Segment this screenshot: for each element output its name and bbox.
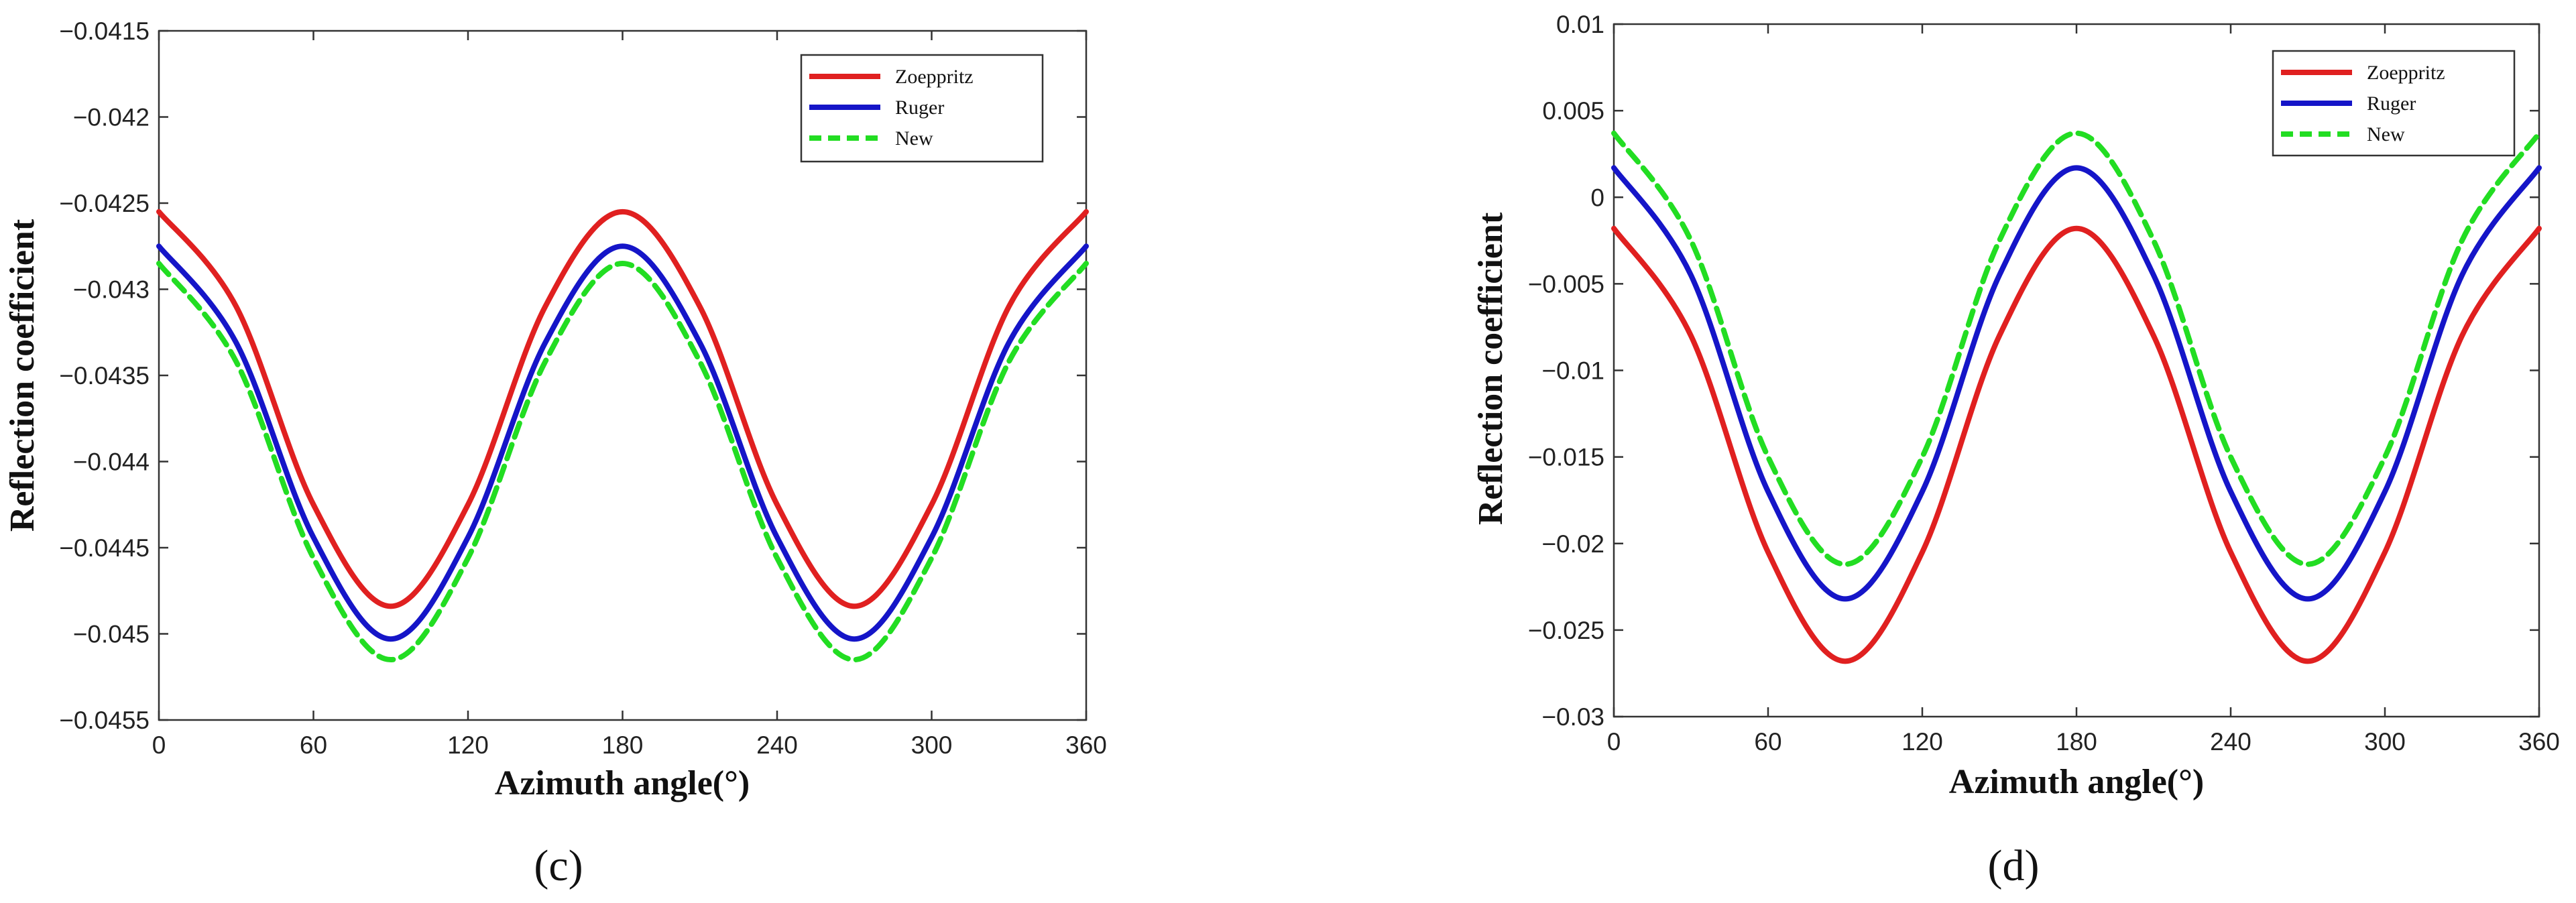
x-axis: 0 60 120 180 240 300 360 bbox=[1607, 24, 2560, 756]
chart-panel-d: −0.03−0.025−0.02−0.015−0.01−0.00500.0050… bbox=[1472, 11, 2560, 890]
y-tick-label: −0.0435 bbox=[59, 362, 150, 389]
panel-label: (d) bbox=[1988, 841, 2040, 890]
x-tick-label: 240 bbox=[2210, 728, 2251, 756]
x-axis-title: Azimuth angle(°) bbox=[495, 764, 750, 802]
y-tick-label: −0.0445 bbox=[59, 534, 150, 562]
x-tick-label: 120 bbox=[1901, 728, 1943, 756]
y-tick-label: −0.045 bbox=[73, 621, 150, 648]
series-group bbox=[1611, 130, 2542, 664]
x-tick-label: 240 bbox=[756, 731, 798, 759]
legend-box bbox=[800, 54, 1044, 163]
legend-label-new: New bbox=[895, 127, 933, 149]
x-tick-label: 0 bbox=[1607, 728, 1621, 756]
series-group bbox=[156, 208, 1089, 663]
y-tick-label: −0.043 bbox=[73, 276, 150, 304]
x-tick-label: 60 bbox=[1754, 728, 1781, 756]
y-axis: −0.03 −0.025 −0.02 −0.015 −0.01 −0.005 0 0.005 0… bbox=[1528, 11, 2539, 731]
y-tick-label: −0.03 bbox=[1541, 703, 1604, 731]
y-tick-label: −0.005 bbox=[1528, 270, 1604, 298]
x-axis: 0 60 120 180 240 300 360 bbox=[152, 31, 1107, 759]
y-tick-label: 0 bbox=[1590, 184, 1604, 211]
y-tick-label: −0.025 bbox=[1528, 617, 1604, 644]
legend-box bbox=[2272, 50, 2516, 157]
series-line-new bbox=[1611, 130, 2542, 567]
series-line-zoeppritz bbox=[1611, 225, 2542, 664]
y-tick-label: −0.0415 bbox=[59, 17, 150, 45]
y-axis: −0.0455 −0.045 −0.0445 −0.044 −0.0435 −0.043 −… bbox=[59, 17, 1086, 734]
x-tick-label: 0 bbox=[152, 731, 166, 759]
x-tick-label: 360 bbox=[2518, 728, 2560, 756]
series-line-new bbox=[156, 260, 1089, 663]
legend: Zoeppritz Ruger New bbox=[800, 54, 1044, 163]
x-axis-title: Azimuth angle(°) bbox=[1949, 763, 2204, 801]
legend-label-zoeppritz: Zoeppritz bbox=[2367, 62, 2445, 84]
y-tick-label: −0.0425 bbox=[59, 190, 150, 217]
x-tick-label: 300 bbox=[911, 731, 953, 759]
series-line-ruger bbox=[156, 243, 1089, 642]
chart-panel-c: −0.0455 −0.045 −0.0445 −0.044 −0.0435 −0.043 −… bbox=[3, 17, 1107, 890]
x-tick-label: 60 bbox=[300, 731, 327, 759]
legend-label-ruger: Ruger bbox=[2367, 93, 2416, 115]
y-tick-label: −0.044 bbox=[73, 448, 150, 476]
legend-label-new: New bbox=[2367, 123, 2405, 145]
panel-label: (c) bbox=[534, 841, 583, 890]
series-line-zoeppritz bbox=[156, 208, 1089, 609]
y-tick-label: −0.015 bbox=[1528, 444, 1604, 471]
x-tick-label: 360 bbox=[1065, 731, 1107, 759]
y-tick-label: 0.01 bbox=[1556, 11, 1604, 38]
y-tick-label: −0.01 bbox=[1541, 357, 1604, 385]
x-tick-label: 180 bbox=[2056, 728, 2097, 756]
y-tick-label: −0.042 bbox=[73, 104, 150, 131]
legend: Zoeppritz Ruger New bbox=[2272, 50, 2516, 157]
y-axis-title: Reflection coefficient bbox=[3, 219, 42, 532]
y-tick-label: 0.005 bbox=[1542, 97, 1604, 125]
x-tick-label: 300 bbox=[2364, 728, 2406, 756]
x-tick-label: 180 bbox=[602, 731, 644, 759]
y-tick-label: −0.02 bbox=[1541, 530, 1604, 558]
series-line-ruger bbox=[1611, 165, 2542, 602]
y-tick-label: −0.0455 bbox=[59, 707, 150, 734]
legend-label-zoeppritz: Zoeppritz bbox=[895, 66, 974, 88]
x-tick-label: 120 bbox=[447, 731, 489, 759]
legend-label-ruger: Ruger bbox=[895, 97, 944, 119]
y-axis-title: Reflection coefficient bbox=[1472, 212, 1510, 525]
